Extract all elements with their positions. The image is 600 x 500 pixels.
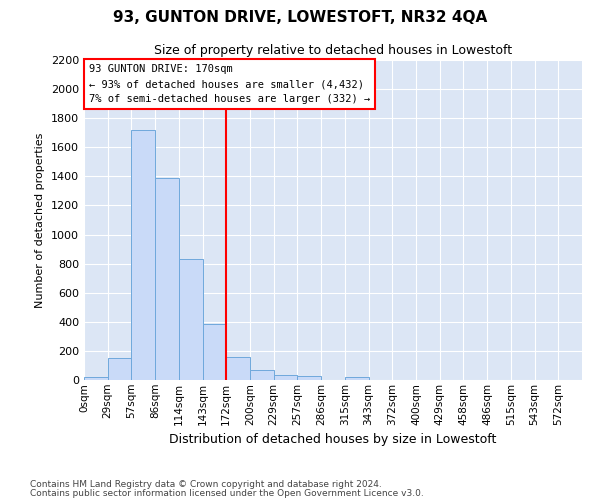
Bar [131,130,155,380]
Bar [108,358,131,380]
Bar [84,377,108,380]
Bar [345,377,368,380]
Y-axis label: Number of detached properties: Number of detached properties [35,132,46,308]
Bar [298,376,321,380]
Bar [155,178,179,380]
X-axis label: Distribution of detached houses by size in Lowestoft: Distribution of detached houses by size … [169,433,497,446]
Bar [250,370,274,380]
Text: 93, GUNTON DRIVE, LOWESTOFT, NR32 4QA: 93, GUNTON DRIVE, LOWESTOFT, NR32 4QA [113,10,487,25]
Text: 93 GUNTON DRIVE: 170sqm
← 93% of detached houses are smaller (4,432)
7% of semi-: 93 GUNTON DRIVE: 170sqm ← 93% of detache… [89,64,370,104]
Text: Contains public sector information licensed under the Open Government Licence v3: Contains public sector information licen… [30,488,424,498]
Text: Contains HM Land Registry data © Crown copyright and database right 2024.: Contains HM Land Registry data © Crown c… [30,480,382,489]
Bar [179,260,203,380]
Title: Size of property relative to detached houses in Lowestoft: Size of property relative to detached ho… [154,44,512,58]
Bar [274,376,298,380]
Bar [203,324,226,380]
Bar [226,356,250,380]
